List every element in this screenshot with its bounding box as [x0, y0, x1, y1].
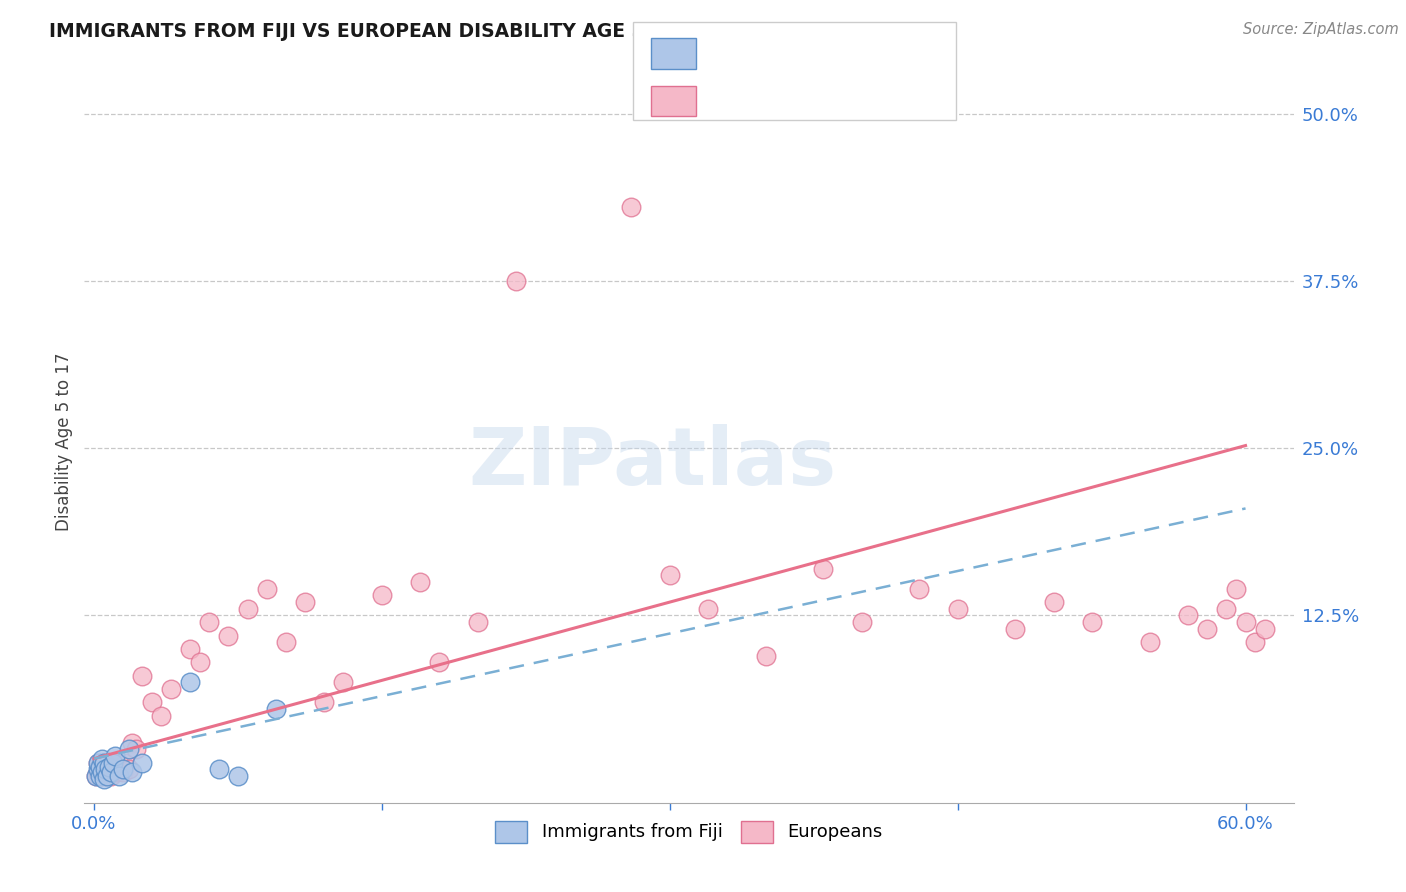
Point — [108, 756, 131, 770]
Point — [93, 756, 115, 770]
Point — [266, 702, 288, 716]
Point — [467, 615, 489, 630]
Point — [188, 655, 211, 669]
Point — [294, 595, 316, 609]
Point — [89, 760, 111, 774]
Point — [755, 648, 778, 663]
Point — [105, 765, 128, 780]
Point — [226, 769, 249, 783]
Text: 0.154: 0.154 — [745, 45, 800, 62]
Point — [96, 762, 118, 776]
Point — [87, 756, 110, 770]
Point — [104, 749, 127, 764]
Point — [179, 675, 201, 690]
Point — [96, 769, 118, 783]
Point — [256, 582, 278, 596]
Point — [150, 708, 173, 723]
Point — [1234, 615, 1257, 630]
Point — [110, 762, 132, 776]
Point — [1225, 582, 1247, 596]
Point — [121, 735, 143, 749]
Point — [108, 769, 131, 783]
Text: N = 24: N = 24 — [808, 45, 873, 62]
Text: ZIPatlas: ZIPatlas — [468, 425, 837, 502]
Point — [104, 760, 127, 774]
Point — [658, 568, 681, 582]
Text: 0.458: 0.458 — [745, 92, 800, 110]
Point — [159, 681, 181, 696]
Point — [121, 765, 143, 780]
Point — [90, 751, 112, 765]
Point — [89, 760, 111, 774]
Point — [236, 602, 259, 616]
Point — [93, 769, 115, 783]
Point — [332, 675, 354, 690]
Point — [1254, 622, 1277, 636]
Point — [1197, 622, 1219, 636]
Point — [90, 756, 112, 770]
Point — [429, 655, 451, 669]
Point — [1004, 622, 1026, 636]
Point — [89, 769, 111, 783]
Point — [409, 575, 432, 590]
Point — [117, 762, 139, 776]
Point — [141, 696, 163, 710]
Point — [1081, 615, 1104, 630]
Point — [813, 562, 835, 576]
Point — [87, 762, 110, 776]
Point — [93, 760, 115, 774]
Point — [94, 762, 117, 776]
Text: IMMIGRANTS FROM FIJI VS EUROPEAN DISABILITY AGE 5 TO 17 CORRELATION CHART: IMMIGRANTS FROM FIJI VS EUROPEAN DISABIL… — [49, 22, 943, 41]
Point — [851, 615, 873, 630]
Point — [1244, 635, 1267, 649]
Point — [84, 769, 107, 783]
Point — [1215, 602, 1237, 616]
Text: R =: R = — [703, 92, 741, 110]
Point — [98, 760, 121, 774]
Point — [87, 765, 110, 780]
Point — [946, 602, 969, 616]
Point — [131, 669, 153, 683]
Point — [1177, 608, 1199, 623]
Point — [505, 274, 527, 288]
Point — [90, 765, 112, 780]
Point — [198, 615, 221, 630]
Point — [89, 769, 111, 783]
Point — [908, 582, 931, 596]
Point — [111, 762, 134, 776]
Point — [114, 756, 136, 770]
Point — [125, 742, 148, 756]
Point — [84, 769, 107, 783]
Text: Source: ZipAtlas.com: Source: ZipAtlas.com — [1243, 22, 1399, 37]
Point — [101, 756, 124, 770]
Point — [131, 756, 153, 770]
Point — [697, 602, 720, 616]
Point — [208, 762, 231, 776]
Point — [98, 760, 121, 774]
Point — [314, 696, 336, 710]
Point — [111, 765, 134, 780]
Point — [620, 201, 643, 215]
Point — [101, 762, 124, 776]
Point — [1042, 595, 1064, 609]
Point — [274, 635, 297, 649]
Point — [371, 589, 394, 603]
Legend: Immigrants from Fiji, Europeans: Immigrants from Fiji, Europeans — [486, 812, 891, 852]
Point — [179, 642, 201, 657]
Text: N = 62: N = 62 — [808, 92, 875, 110]
Point — [94, 756, 117, 770]
Y-axis label: Disability Age 5 to 17: Disability Age 5 to 17 — [55, 352, 73, 531]
Point — [94, 765, 117, 780]
Point — [117, 742, 139, 756]
Text: R =: R = — [703, 45, 741, 62]
Point — [1139, 635, 1161, 649]
Point — [93, 772, 115, 786]
Point — [100, 769, 122, 783]
Point — [90, 762, 112, 776]
Point — [100, 765, 122, 780]
Point — [87, 756, 110, 770]
Point — [217, 628, 239, 642]
